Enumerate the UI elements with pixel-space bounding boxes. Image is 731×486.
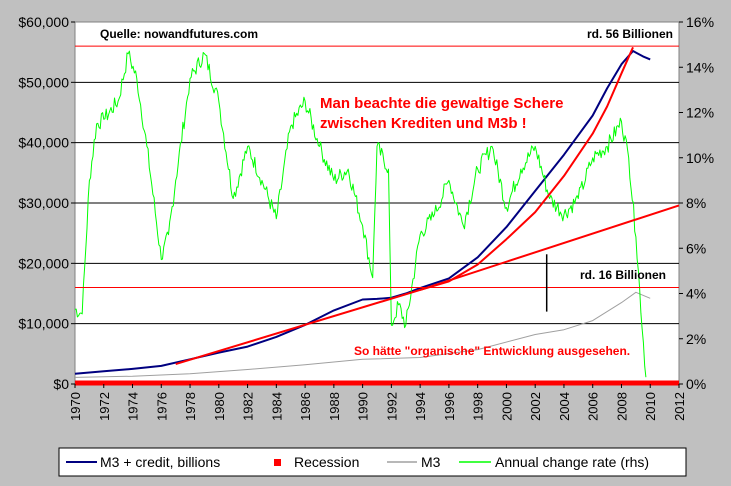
y-right-tick-label: 16%: [686, 14, 714, 30]
reference-lines: [75, 45, 679, 312]
legend-box: [58, 447, 687, 477]
series-line-m3: [74, 291, 651, 378]
x-tick-label: 2006: [586, 392, 601, 421]
x-tick-label: 1974: [126, 392, 141, 421]
annotation-organic: So hätte "organische" Entwicklung ausges…: [354, 344, 630, 358]
y-right-tick-label: 2%: [686, 331, 706, 347]
y-left-tick-label: $60,000: [18, 14, 69, 30]
x-tick-label: 1986: [298, 392, 313, 421]
y-right-tick-label: 14%: [686, 59, 714, 75]
legend-label-m3: M3: [421, 454, 441, 470]
source-label: Quelle: nowandfutures.com: [100, 27, 258, 41]
gridlines: [75, 81, 679, 325]
x-tick-label: 1978: [183, 392, 198, 421]
x-axis: 1970 1972 1974 1976 1978 1980 1982 1984 1986 1988…: [68, 384, 687, 421]
y-right-tick-label: 4%: [686, 286, 706, 302]
x-tick-label: 2010: [643, 392, 658, 421]
x-tick-label: 1982: [241, 392, 256, 421]
x-tick-label: 1994: [413, 392, 428, 421]
y-left-tick-label: $50,000: [18, 74, 69, 90]
y-left-tick-label: $10,000: [18, 316, 69, 332]
series-layer: [74, 46, 680, 386]
legend-label-m3-credit: M3 + credit, billions: [100, 454, 220, 470]
annotation-line-1: Man beachte die gewaltige Schere: [320, 95, 563, 112]
x-tick-label: 1988: [327, 392, 342, 421]
legend-swatch-recession: [274, 459, 281, 466]
y-right-tick-label: 8%: [686, 195, 706, 211]
x-tick-label: 2008: [614, 392, 629, 421]
y-axis-left: $0 $10,000 $20,000 $30,000 $40,000 $50,000 $60…: [18, 14, 75, 392]
x-tick-label: 1998: [471, 392, 486, 421]
x-tick-label: 2004: [557, 392, 572, 421]
series-line-exponential-fit: [419, 46, 634, 291]
y-right-tick-label: 6%: [686, 240, 706, 256]
legend-label-change-rate: Annual change rate (rhs): [495, 454, 649, 470]
annotation-line-2: zwischen Krediten und M3b !: [320, 115, 527, 132]
legend: M3 + credit, billions Recession M3 Annua…: [58, 447, 687, 477]
x-tick-label: 1990: [356, 392, 371, 421]
x-tick-label: 2002: [528, 392, 543, 421]
y-right-tick-label: 0%: [686, 376, 706, 392]
x-tick-label: 1976: [154, 392, 169, 421]
y-left-tick-label: $40,000: [18, 135, 69, 151]
y-left-tick-label: $20,000: [18, 255, 69, 271]
x-tick-label: 2000: [499, 392, 514, 421]
x-tick-label: 1972: [97, 392, 112, 421]
y-left-tick-label: $0: [53, 376, 69, 392]
x-tick-label: 1984: [269, 392, 284, 421]
reference-label-16: rd. 16 Billionen: [580, 268, 666, 282]
y-left-tick-label: $30,000: [18, 195, 69, 211]
y-right-tick-label: 12%: [686, 105, 714, 121]
x-tick-label: 1980: [212, 392, 227, 421]
x-tick-label: 1996: [442, 392, 457, 421]
x-tick-label: 1970: [68, 392, 83, 421]
y-axis-right: 0% 2% 4% 6% 8% 10% 12% 14% 16%: [679, 14, 714, 392]
x-tick-label: 1992: [384, 392, 399, 421]
series-line-annual-change-rate-rhs: [74, 50, 647, 378]
x-tick-label: 2012: [672, 392, 687, 421]
legend-label-recession: Recession: [294, 454, 359, 470]
reference-label-56: rd. 56 Billionen: [587, 27, 673, 41]
y-right-tick-label: 10%: [686, 150, 714, 166]
